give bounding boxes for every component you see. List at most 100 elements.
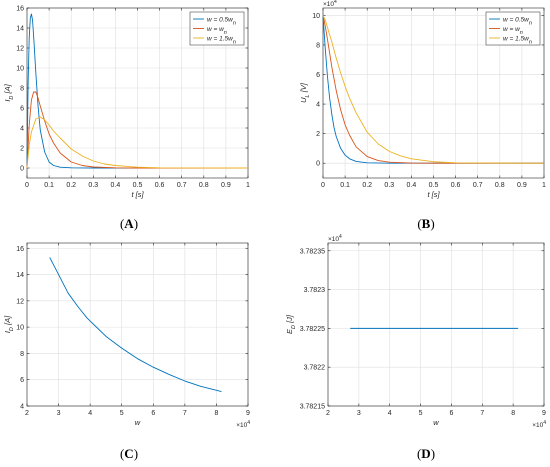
x-tick-label: 8 — [214, 410, 218, 417]
x-tick-label: 4 — [388, 410, 392, 417]
y-tick-label: 16 — [16, 6, 24, 13]
y-tick-label: 3.7823 — [304, 287, 326, 294]
x-tick-label: 6 — [151, 410, 155, 417]
x-tick-label: 0.7 — [473, 182, 483, 189]
y-tick-label: 12 — [16, 298, 24, 305]
y-axis-label: UL [V] — [299, 82, 311, 103]
x-tick-label: 2 — [25, 410, 29, 417]
x-tick-label: 0.1 — [44, 182, 54, 189]
x-axis-label: w — [135, 418, 141, 427]
x-tick-label: 0.3 — [384, 182, 394, 189]
legend-label: w = 1.5wn — [503, 35, 532, 45]
legend-label: w = 1.5wn — [207, 35, 236, 45]
panel-caption: (D) — [417, 446, 435, 461]
y-tick-label: 4 — [20, 404, 24, 411]
x-tick-label: 0.4 — [111, 182, 121, 189]
series-line-1 — [49, 257, 222, 392]
series-line-2 — [322, 15, 544, 164]
series-line-3 — [26, 116, 249, 169]
legend-label: w = wn — [207, 26, 227, 36]
y-tick-label: 8 — [20, 351, 24, 358]
y-tick-label: 8 — [20, 86, 24, 93]
y-tick-label: 6 — [316, 72, 320, 79]
y-exponent-label: ×104 — [323, 0, 337, 8]
x-tick-label: 0.5 — [429, 182, 439, 189]
x-exponent-label: ×104 — [236, 420, 250, 429]
x-tick-label: 6 — [449, 410, 453, 417]
y-tick-label: 2 — [316, 131, 320, 138]
y-tick-label: 10 — [16, 325, 24, 332]
x-tick-label: 0.8 — [495, 182, 505, 189]
legend-label: w = 0.5wn — [207, 16, 236, 26]
x-tick-label: 5 — [120, 410, 124, 417]
y-axis-label: ID [A] — [3, 315, 15, 333]
y-axis-label: ED [J] — [285, 314, 297, 334]
x-axis-label: t [s] — [131, 190, 144, 199]
y-tick-label: 14 — [16, 26, 24, 33]
x-tick-label: 0.6 — [451, 182, 461, 189]
x-tick-label: 0.3 — [88, 182, 98, 189]
panel-caption: (B) — [417, 216, 434, 231]
x-tick-label: 0.6 — [155, 182, 165, 189]
y-tick-label: 0 — [20, 166, 24, 173]
x-tick-label: 0.4 — [407, 182, 417, 189]
x-tick-label: 5 — [419, 410, 423, 417]
x-tick-label: 8 — [511, 410, 515, 417]
y-tick-label: 0 — [316, 161, 320, 168]
x-tick-label: 0.7 — [177, 182, 187, 189]
x-axis-label: t [s] — [427, 190, 440, 199]
series-line-3 — [322, 15, 545, 164]
y-tick-label: 2 — [20, 146, 24, 153]
y-tick-label: 8 — [316, 42, 320, 49]
y-tick-label: 3.7822 — [304, 365, 326, 372]
y-tick-label: 6 — [20, 377, 24, 384]
x-tick-label: 0 — [25, 182, 29, 189]
legend-label: w = 0.5wn — [503, 16, 532, 26]
series-line-1 — [322, 15, 544, 164]
y-tick-label: 12 — [16, 46, 24, 53]
x-tick-label: 4 — [88, 410, 92, 417]
plot-area — [327, 242, 545, 407]
x-exponent-label: ×104 — [532, 420, 546, 429]
x-tick-label: 3 — [57, 410, 61, 417]
x-tick-label: 0.1 — [340, 182, 350, 189]
legend-label: w = wn — [503, 26, 523, 36]
x-tick-label: 0.2 — [362, 182, 372, 189]
x-tick-label: 9 — [246, 410, 250, 417]
x-tick-label: 9 — [542, 410, 546, 417]
y-tick-label: 4 — [316, 102, 320, 109]
y-tick-label: 14 — [16, 272, 24, 279]
y-tick-label: 3.78235 — [300, 248, 325, 255]
y-tick-label: 16 — [16, 246, 24, 253]
x-tick-label: 0.5 — [133, 182, 143, 189]
x-tick-label: 2 — [326, 410, 330, 417]
y-tick-label: 4 — [20, 126, 24, 133]
chart-panel-d: 2 3 4 5 6 7 8 9 3.78215 3.7822 3.78225 3.7823 3.7823… — [285, 234, 546, 461]
x-tick-label: 0.9 — [517, 182, 527, 189]
chart-panel-c: 2 3 4 5 6 7 8 9 4 6 8 10 12 14 16 w ID [A] ×104 (C) — [3, 242, 250, 461]
y-tick-label: 3.78225 — [300, 326, 325, 333]
x-tick-label: 0.2 — [66, 182, 76, 189]
panel-caption: (A) — [120, 216, 138, 231]
y-axis-label: ID [A] — [3, 83, 15, 101]
x-axis-label: w — [433, 418, 439, 427]
x-tick-label: 3 — [357, 410, 361, 417]
chart-panel-a: 0 0.1 0.2 0.3 0.4 0.5 0.6 0.7 0.8 0.9 102468101214… — [3, 6, 250, 232]
y-tick-label: 10 — [312, 13, 320, 20]
x-tick-label: 0.9 — [221, 182, 231, 189]
y-tick-label: 3.78215 — [300, 404, 325, 411]
x-tick-label: 0 — [321, 182, 325, 189]
plot-area — [26, 242, 249, 407]
x-tick-label: 1 — [542, 182, 546, 189]
y-tick-label: 6 — [20, 106, 24, 113]
series-line-1 — [26, 13, 248, 169]
y-exponent-label: ×104 — [328, 234, 342, 243]
panel-caption: (C) — [120, 446, 138, 461]
x-tick-label: 7 — [183, 410, 187, 417]
y-tick-label: 10 — [16, 66, 24, 73]
x-tick-label: 7 — [480, 410, 484, 417]
